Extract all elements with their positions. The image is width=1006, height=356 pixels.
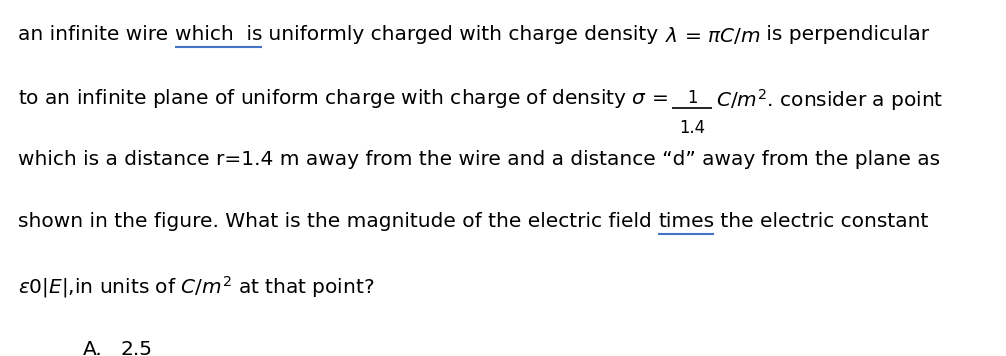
Text: $C/m^2$. consider a point: $C/m^2$. consider a point bbox=[716, 87, 944, 113]
Text: shown in the figure. What is the magnitude of the electric field: shown in the figure. What is the magnitu… bbox=[18, 212, 658, 231]
Text: to an infinite plane of uniform charge with charge of density $\sigma$ =: to an infinite plane of uniform charge w… bbox=[18, 87, 670, 110]
Text: $\lambda$ = $\pi C/m$: $\lambda$ = $\pi C/m$ bbox=[665, 25, 761, 46]
Text: which is a distance r=1.4 m away from the wire and a distance “d” away from the : which is a distance r=1.4 m away from th… bbox=[18, 150, 941, 168]
Text: 1: 1 bbox=[687, 89, 697, 107]
Text: an infinite wire: an infinite wire bbox=[18, 25, 175, 44]
Text: $\varepsilon$0|$E$|,in units of $C/m^2$ at that point?: $\varepsilon$0|$E$|,in units of $C/m^2$ … bbox=[18, 274, 374, 300]
Text: the electric constant: the electric constant bbox=[714, 212, 929, 231]
Text: 2.5: 2.5 bbox=[121, 340, 153, 356]
Text: is perpendicular: is perpendicular bbox=[761, 25, 930, 44]
Text: 1.4: 1.4 bbox=[679, 119, 705, 137]
Text: uniformly charged with charge density: uniformly charged with charge density bbox=[263, 25, 665, 44]
Text: times: times bbox=[658, 212, 714, 231]
Text: A.: A. bbox=[82, 340, 103, 356]
Text: which  is: which is bbox=[175, 25, 263, 44]
